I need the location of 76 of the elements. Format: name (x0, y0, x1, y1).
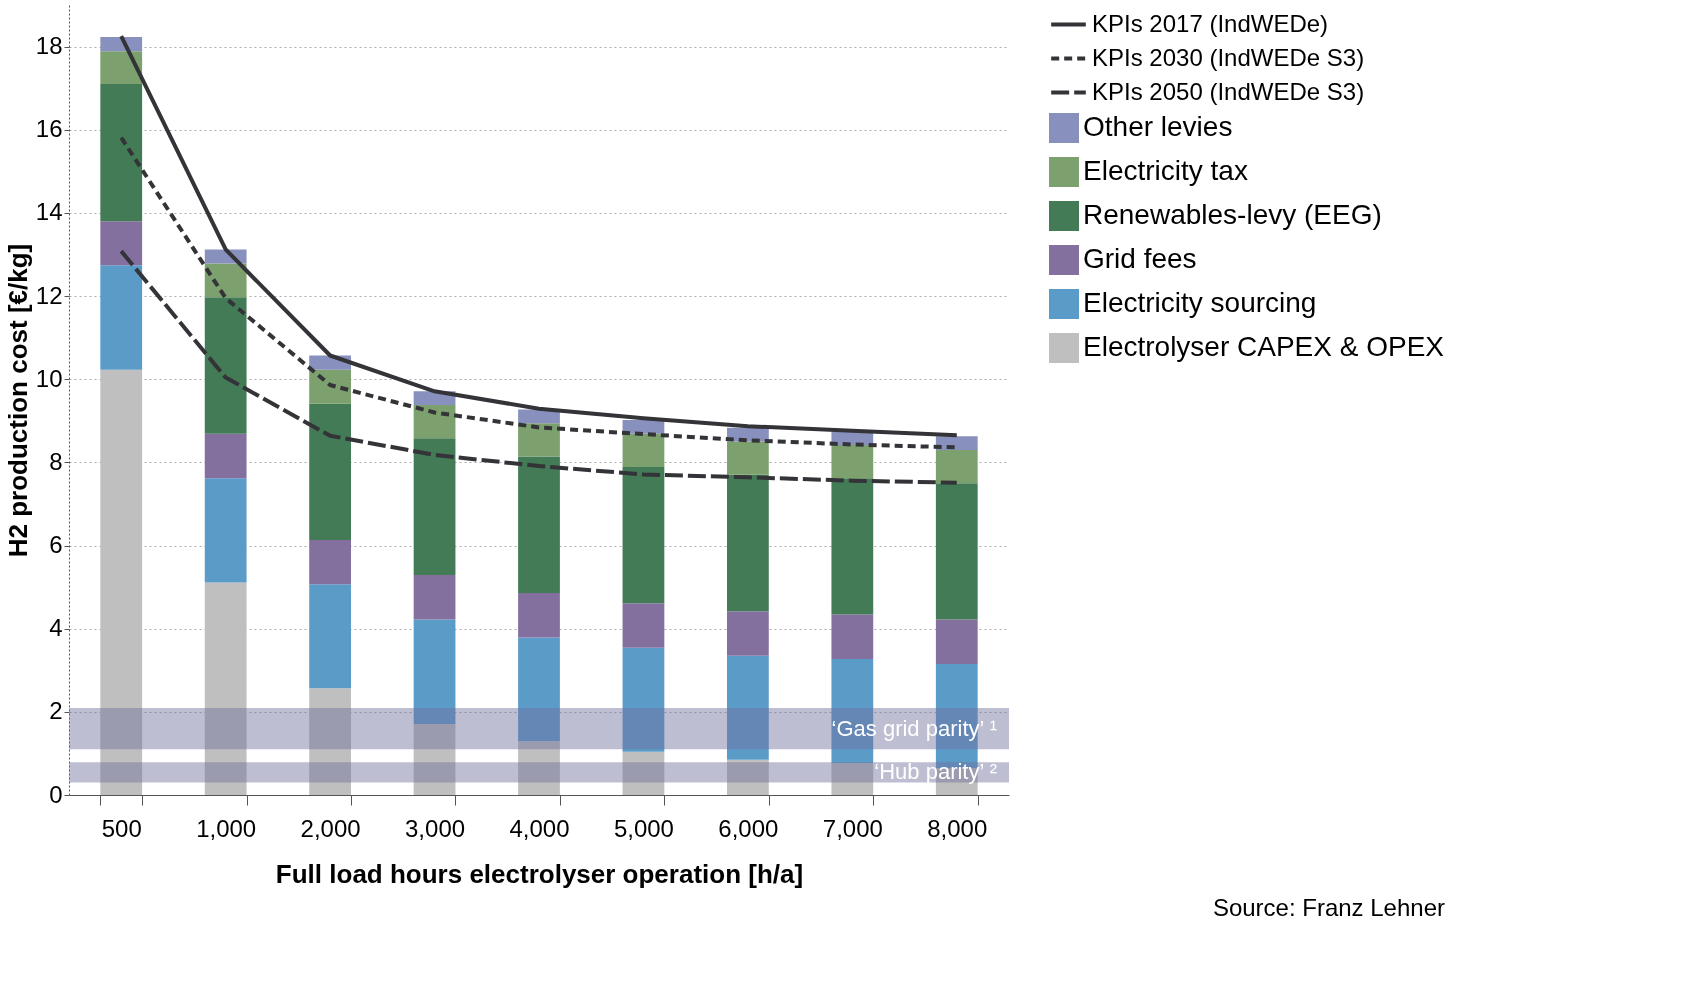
x-tick-label: 3,000 (405, 814, 466, 842)
bar (831, 478, 874, 615)
bar (204, 297, 247, 434)
bar (518, 741, 560, 795)
legend-label: KPIs 2017 (IndWEDe) (1092, 9, 1329, 37)
source-note: Source: Franz Lehner (1212, 894, 1446, 921)
x-tick-label: 4,000 (509, 814, 570, 842)
y-tick-label: 4 (49, 614, 63, 642)
bar (727, 474, 769, 612)
legend-label: Other levies (1083, 111, 1233, 142)
band-label: ‘Hub parity’ ² (874, 759, 997, 785)
bar (935, 619, 978, 665)
x-tick-label: 7,000 (822, 814, 883, 842)
y-axis-title: H2 production cost [€/kg] (2, 243, 33, 558)
legend-label: Electrolyser CAPEX & OPEX (1083, 331, 1445, 362)
line-series (119, 249, 959, 485)
x-tick-label: 8,000 (927, 814, 988, 842)
bar (309, 584, 351, 689)
legend-label: Renewables-levy (EEG) (1083, 199, 1382, 230)
bar (727, 611, 769, 656)
y-tick-label: 0 (49, 780, 63, 808)
legend-label: Electricity tax (1083, 155, 1248, 186)
bar (309, 540, 351, 585)
bar (100, 265, 143, 370)
bar (935, 483, 978, 620)
bar (413, 619, 456, 724)
bar (413, 575, 456, 620)
bar (622, 751, 665, 795)
x-tick-label: 2,000 (300, 814, 361, 842)
y-tick-label: 14 (35, 198, 63, 226)
bar (518, 456, 560, 593)
x-tick-label: 5,000 (613, 814, 674, 842)
bar (727, 759, 769, 795)
x-tick-label: 6,000 (718, 814, 779, 842)
y-tick-label: 12 (35, 281, 63, 309)
legend-label: KPIs 2030 (IndWEDe S3) (1092, 43, 1365, 71)
bar (935, 449, 978, 484)
legend-label: Electricity sourcing (1083, 287, 1317, 318)
line-series (119, 34, 959, 438)
bar (831, 762, 874, 795)
bar (622, 603, 665, 648)
bar (518, 592, 560, 638)
y-tick-label: 16 (35, 115, 63, 143)
bar (831, 614, 874, 660)
bar (309, 403, 351, 541)
y-tick-label: 8 (49, 447, 63, 475)
bar (413, 723, 456, 795)
bar (100, 369, 143, 795)
y-tick-label: 18 (35, 32, 63, 60)
bar (518, 423, 560, 457)
y-tick-label: 10 (35, 364, 63, 392)
x-tick-label: 500 (101, 814, 142, 842)
y-tick-label: 6 (49, 531, 63, 559)
legend-label: Grid fees (1083, 243, 1197, 274)
x-axis-title: Full load hours electrolyser operation [h/a] (275, 858, 804, 889)
bar (413, 438, 456, 576)
bar (622, 647, 665, 752)
bar (831, 659, 874, 763)
bar (100, 221, 143, 266)
bar (204, 478, 247, 583)
bar (309, 369, 351, 404)
x-tick-label: 1,000 (196, 814, 257, 842)
bar (727, 655, 769, 760)
bar (831, 444, 874, 479)
bar (204, 582, 247, 795)
bar (100, 84, 143, 222)
bar (413, 404, 456, 439)
y-tick-label: 2 (49, 697, 63, 725)
bar (622, 466, 665, 604)
bar (622, 433, 665, 467)
bar (204, 433, 247, 479)
bar (727, 441, 769, 475)
bar (309, 688, 351, 795)
bar (100, 51, 143, 84)
legend-label: KPIs 2050 (IndWEDe S3) (1092, 77, 1365, 105)
bar (518, 637, 560, 742)
